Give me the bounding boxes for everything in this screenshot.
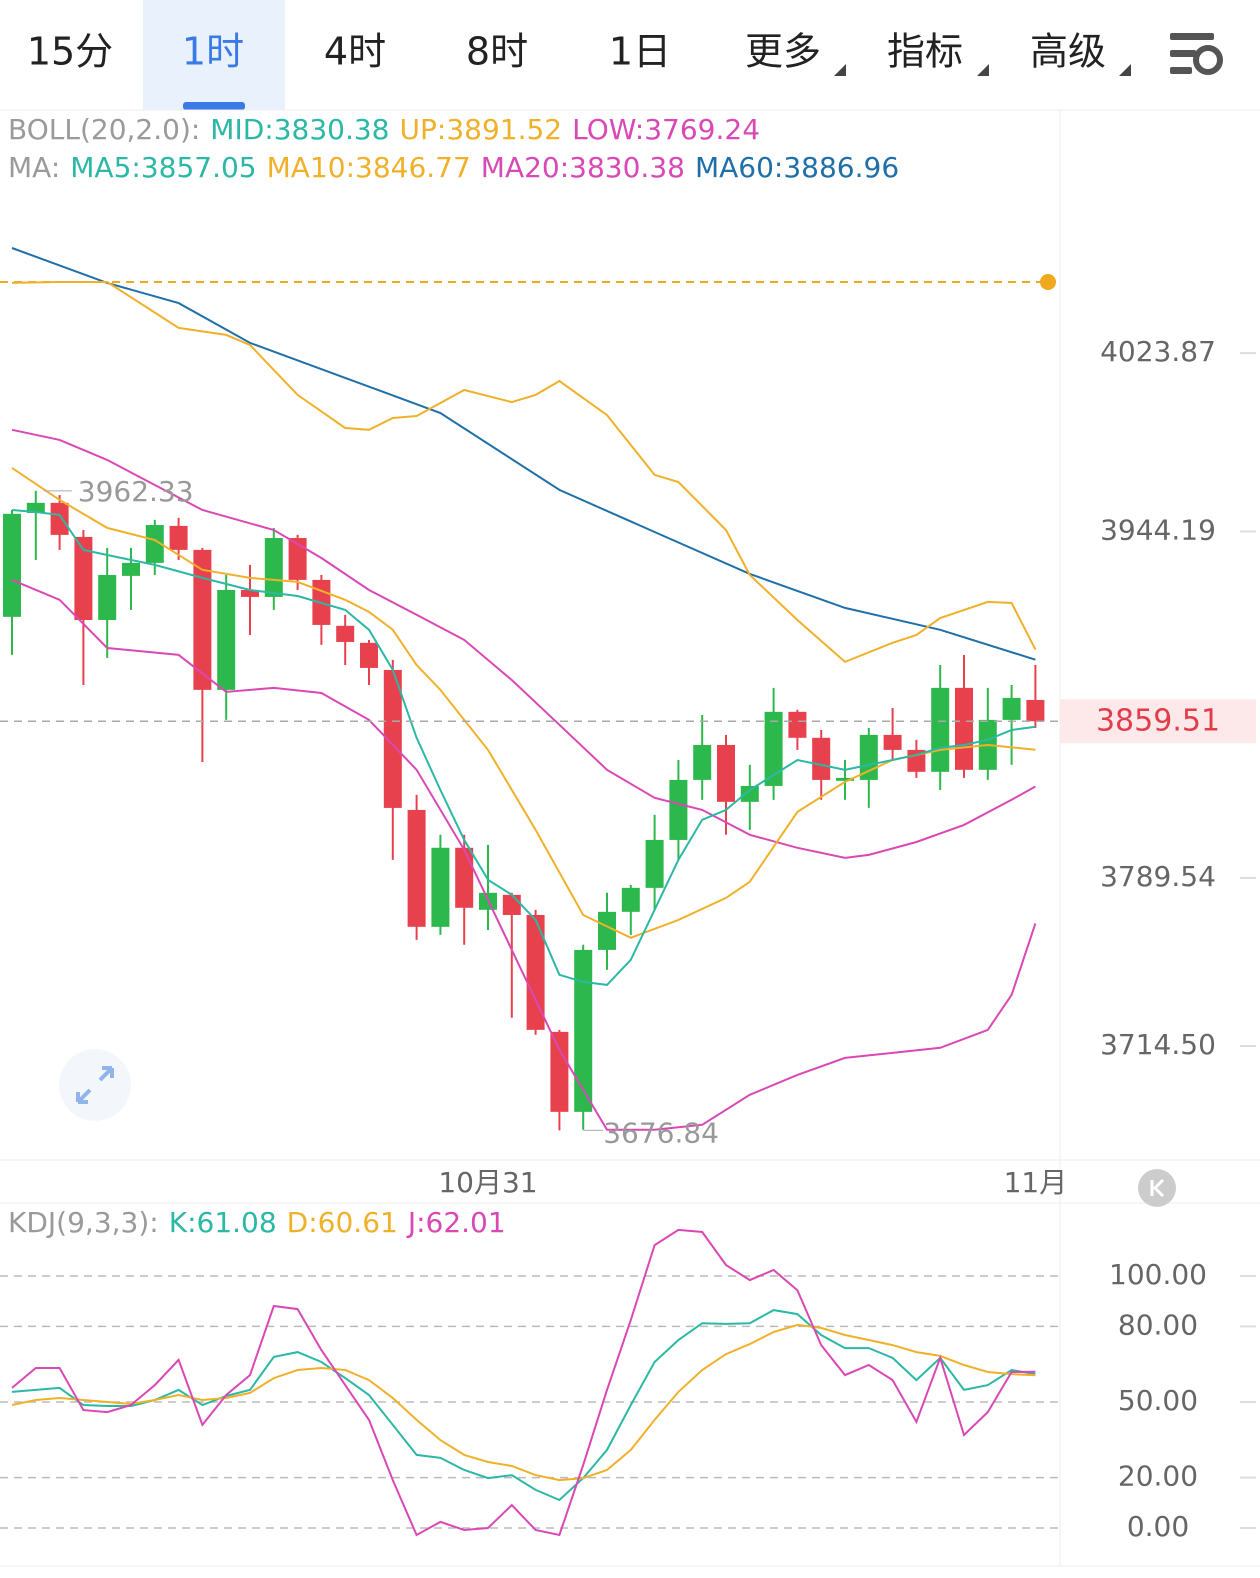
indicator-line xyxy=(11,247,1036,661)
scroll-to-latest-button[interactable] xyxy=(1138,1169,1176,1207)
candle-body xyxy=(645,839,664,888)
y-tick-label: 0.00 xyxy=(1127,1510,1189,1543)
candle-body xyxy=(122,562,140,576)
kdj-line xyxy=(11,1228,1036,1537)
candle-body xyxy=(1002,697,1021,720)
candle-body xyxy=(383,669,402,808)
tab-active[interactable]: 1时 xyxy=(182,30,244,74)
tab[interactable]: 更多 xyxy=(745,30,821,74)
y-tick-label: 80.00 xyxy=(1118,1308,1198,1341)
candle-body xyxy=(669,779,688,840)
candle-body xyxy=(336,625,355,642)
tab[interactable]: 15分 xyxy=(27,30,113,74)
legend-entry: MA10:3846.77 xyxy=(267,151,471,184)
low-annotation: 3676.84 xyxy=(603,1116,719,1149)
legend-entry: J:62.01 xyxy=(406,1206,506,1239)
active-tab-underline xyxy=(183,102,245,110)
y-tick-label: 100.00 xyxy=(1109,1258,1207,1291)
legend-entry: MA: xyxy=(8,151,60,184)
candle-body xyxy=(217,589,236,690)
candle-body xyxy=(26,502,45,513)
y-tick-label: 20.00 xyxy=(1118,1460,1198,1493)
candle-body xyxy=(431,847,450,927)
candle-body xyxy=(360,642,378,668)
indicator-line xyxy=(11,509,1036,986)
candle-body xyxy=(502,894,521,915)
candle-body xyxy=(788,711,807,738)
candle-body xyxy=(526,914,545,1030)
tab[interactable]: 1日 xyxy=(609,30,671,74)
tab[interactable]: 高级 xyxy=(1030,30,1106,74)
active-tab-bg xyxy=(143,0,285,110)
legend-entry: KDJ(9,3,3): xyxy=(8,1206,159,1239)
candle-body xyxy=(288,538,307,580)
high-annotation: 3962.33 xyxy=(78,475,194,508)
candle-body xyxy=(145,525,164,563)
indicator-line xyxy=(11,281,1037,664)
candle-body xyxy=(98,574,117,620)
candle-body xyxy=(550,1031,569,1112)
candle-body xyxy=(407,809,426,927)
legend-entry: BOLL(20,2.0): xyxy=(8,113,200,146)
y-tick-label: 4023.87 xyxy=(1100,335,1216,368)
candle-body xyxy=(455,847,474,908)
indicator-line xyxy=(11,578,1037,1131)
x-tick-label: 10月31 xyxy=(438,1166,537,1199)
candle-body xyxy=(574,949,593,1112)
tab[interactable]: 指标 xyxy=(887,30,963,74)
candle-body xyxy=(193,549,212,690)
indicator-line xyxy=(11,428,1036,859)
candle-body xyxy=(764,711,783,786)
y-tick-label: 50.00 xyxy=(1118,1384,1198,1417)
tab[interactable]: 4时 xyxy=(324,30,386,74)
candle-body xyxy=(1026,699,1045,722)
candle-body xyxy=(74,536,93,620)
candle-body xyxy=(812,737,831,780)
kdj-line xyxy=(11,1309,1036,1502)
candle-body xyxy=(598,911,616,950)
tab[interactable]: 8时 xyxy=(466,30,528,74)
x-tick-label: 11月 xyxy=(1004,1166,1068,1199)
candle-body xyxy=(740,785,759,802)
legend-entry: MID:3830.38 xyxy=(210,113,389,146)
candle-body xyxy=(955,687,973,770)
dropdown-caret xyxy=(977,64,989,76)
candle-body xyxy=(50,502,69,535)
candle-body xyxy=(169,525,188,550)
legend: KDJ(9,3,3): K:61.08 D:60.61 J:62.01 xyxy=(8,1206,506,1239)
legend-entry: LOW:3769.24 xyxy=(572,113,760,146)
legend: MA: MA5:3857.05 MA10:3846.77 MA20:3830.38 MA… xyxy=(8,151,899,184)
y-tick-label: 3714.50 xyxy=(1100,1028,1216,1061)
candle-body xyxy=(264,538,283,597)
indicator-line xyxy=(11,467,1036,939)
legend-entry: MA20:3830.38 xyxy=(481,151,685,184)
candle-body xyxy=(883,734,902,750)
legend-entry: UP:3891.52 xyxy=(400,113,563,146)
candle-body xyxy=(931,687,950,772)
price-label: 3859.51 xyxy=(1096,704,1220,739)
candle-body xyxy=(3,513,21,617)
legend: BOLL(20,2.0): MID:3830.38 UP:3891.52 LOW:37… xyxy=(8,113,760,146)
expand-button[interactable] xyxy=(59,1049,131,1121)
dropdown-caret xyxy=(1119,64,1131,76)
reference-dot xyxy=(1040,274,1056,291)
candle-body xyxy=(836,777,854,781)
legend-entry: MA60:3886.96 xyxy=(695,151,899,184)
legend-entry: D:60.61 xyxy=(287,1206,398,1239)
price-label-bg xyxy=(1060,699,1256,744)
candle-body xyxy=(621,887,640,912)
dropdown-caret xyxy=(834,64,846,76)
kdj-line xyxy=(11,1323,1036,1482)
y-tick-label: 3789.54 xyxy=(1100,860,1216,893)
legend-entry: MA5:3857.05 xyxy=(70,151,256,184)
legend-entry: K:61.08 xyxy=(169,1206,277,1239)
y-tick-label: 3944.19 xyxy=(1100,514,1216,547)
settings-icon[interactable] xyxy=(1170,33,1223,75)
candle-body xyxy=(241,589,259,597)
candle-body xyxy=(693,744,712,780)
candle-body xyxy=(717,744,735,802)
